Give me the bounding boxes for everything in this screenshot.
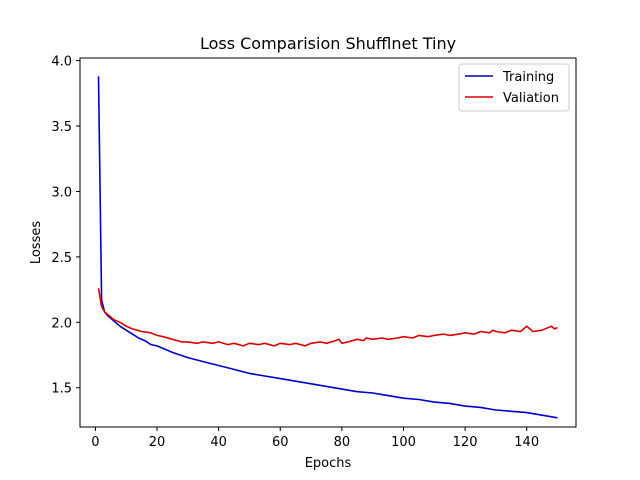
x-tick-label: 40	[210, 435, 227, 450]
series-line-valiation	[97, 288, 558, 347]
series-line-training	[97, 76, 558, 419]
x-tick-label: 20	[149, 435, 166, 450]
y-tick-label: 4.0	[51, 55, 72, 70]
axes-frame	[79, 57, 577, 428]
y-axis-ticks: 1.5 2.0 2.5 3.0 3.5 4.0	[51, 55, 80, 397]
legend: Training Valiation	[458, 63, 570, 112]
x-axis-ticks: 0 20 40 60 80 100 120 140	[91, 427, 539, 450]
legend-label: Valiation	[503, 91, 559, 106]
x-tick-label: 80	[334, 435, 351, 450]
legend-label: Training	[502, 70, 554, 85]
series-lines	[97, 76, 558, 419]
plot-area	[79, 57, 577, 428]
x-tick-label: 100	[391, 435, 416, 450]
y-tick-label: 2.0	[51, 316, 72, 331]
y-tick-label: 3.5	[51, 120, 72, 135]
x-axis-label: Epochs	[305, 456, 352, 471]
x-tick-label: 60	[272, 435, 289, 450]
y-tick-label: 3.0	[51, 185, 72, 200]
x-tick-label: 120	[453, 435, 478, 450]
y-tick-label: 2.5	[51, 251, 72, 266]
y-tick-label: 1.5	[51, 382, 72, 397]
x-tick-label: 0	[91, 435, 99, 450]
x-tick-label: 140	[514, 435, 539, 450]
chart-title: Loss Comparision Shufflnet Tiny	[200, 34, 456, 53]
y-axis-label: Losses	[29, 221, 44, 265]
